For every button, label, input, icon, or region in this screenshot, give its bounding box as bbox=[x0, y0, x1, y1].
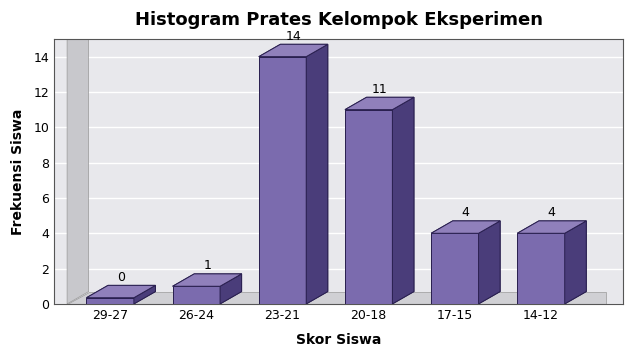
Polygon shape bbox=[345, 97, 414, 110]
X-axis label: Skor Siswa: Skor Siswa bbox=[296, 333, 381, 347]
Polygon shape bbox=[86, 298, 134, 304]
Polygon shape bbox=[259, 57, 306, 304]
Text: 14: 14 bbox=[285, 29, 301, 43]
Polygon shape bbox=[431, 233, 479, 304]
Polygon shape bbox=[431, 233, 479, 304]
Polygon shape bbox=[392, 97, 414, 304]
Polygon shape bbox=[259, 44, 328, 57]
Polygon shape bbox=[306, 44, 328, 304]
Polygon shape bbox=[172, 286, 220, 304]
Polygon shape bbox=[134, 285, 155, 304]
Polygon shape bbox=[431, 221, 500, 233]
Title: Histogram Prates Kelompok Eksperimen: Histogram Prates Kelompok Eksperimen bbox=[134, 11, 543, 29]
Polygon shape bbox=[517, 221, 586, 233]
Text: 4: 4 bbox=[548, 206, 556, 219]
Polygon shape bbox=[220, 274, 242, 304]
Text: 11: 11 bbox=[372, 82, 387, 96]
Polygon shape bbox=[517, 221, 586, 233]
Polygon shape bbox=[220, 274, 242, 304]
Polygon shape bbox=[345, 110, 392, 304]
Polygon shape bbox=[517, 233, 565, 304]
Polygon shape bbox=[172, 286, 220, 304]
Text: 1: 1 bbox=[203, 259, 211, 272]
Y-axis label: Frekuensi Siswa: Frekuensi Siswa bbox=[11, 108, 25, 234]
Polygon shape bbox=[86, 285, 155, 298]
Polygon shape bbox=[565, 221, 586, 304]
Polygon shape bbox=[86, 285, 155, 298]
Polygon shape bbox=[565, 221, 586, 304]
Polygon shape bbox=[259, 57, 306, 304]
Polygon shape bbox=[306, 44, 328, 304]
Polygon shape bbox=[67, 26, 89, 304]
Polygon shape bbox=[392, 97, 414, 304]
Polygon shape bbox=[86, 298, 134, 304]
Polygon shape bbox=[479, 221, 500, 304]
Polygon shape bbox=[134, 285, 155, 304]
Polygon shape bbox=[67, 291, 605, 304]
Polygon shape bbox=[172, 274, 242, 286]
Polygon shape bbox=[172, 274, 242, 286]
Text: 4: 4 bbox=[462, 206, 470, 219]
Polygon shape bbox=[259, 44, 328, 57]
Polygon shape bbox=[431, 221, 500, 233]
Polygon shape bbox=[479, 221, 500, 304]
Polygon shape bbox=[345, 97, 414, 110]
Text: 0: 0 bbox=[117, 271, 125, 284]
Polygon shape bbox=[345, 110, 392, 304]
Polygon shape bbox=[517, 233, 565, 304]
